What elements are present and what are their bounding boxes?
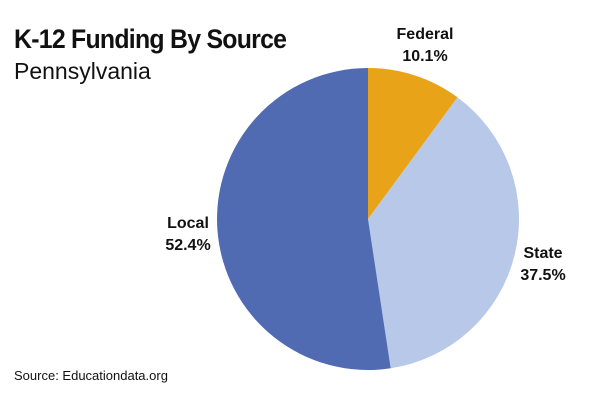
pie-slice-local bbox=[217, 68, 391, 371]
chart-title: K-12 Funding By Source bbox=[14, 24, 287, 54]
pie-slice-state bbox=[368, 97, 520, 369]
slice-name-local: Local bbox=[167, 215, 209, 232]
chart-subtitle: Pennsylvania bbox=[14, 58, 151, 84]
slice-name-state: State bbox=[523, 245, 562, 262]
pie-slice-federal bbox=[368, 68, 458, 219]
slice-value-federal: 10.1% bbox=[402, 48, 447, 65]
slice-value-local: 52.4% bbox=[165, 237, 210, 254]
source-note: Source: Educationdata.org bbox=[14, 368, 168, 383]
slice-value-state: 37.5% bbox=[520, 267, 565, 284]
slice-name-federal: Federal bbox=[397, 26, 454, 43]
